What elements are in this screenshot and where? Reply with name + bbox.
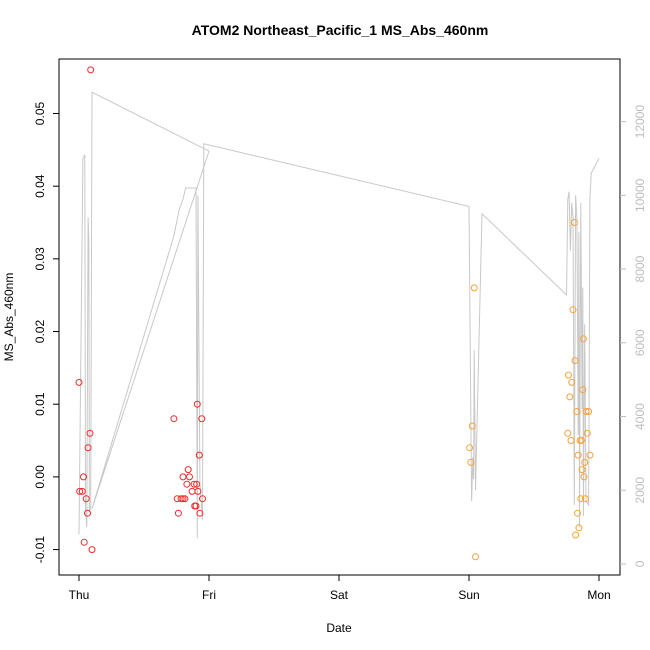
data-point-30	[198, 415, 206, 423]
data-point-54	[579, 386, 587, 394]
data-point-25	[193, 480, 201, 488]
data-point-49	[575, 524, 583, 532]
data-point-2	[78, 487, 86, 495]
secondary-series-line	[78, 91, 600, 539]
y2-tick-label-0: 0	[633, 560, 647, 567]
data-point-62	[586, 451, 594, 459]
data-point-26	[193, 400, 201, 408]
data-point-22	[190, 480, 198, 488]
y2-tick-label-2: 4000	[633, 403, 647, 430]
data-point-18	[183, 480, 191, 488]
data-point-24	[192, 502, 200, 510]
y-tick-label-2: 0.01	[33, 392, 47, 416]
data-point-16	[179, 473, 187, 481]
y2-tick-label-6: 12000	[633, 105, 647, 139]
chart-title: ATOM2 Northeast_Pacific_1 MS_Abs_460nm	[192, 22, 489, 38]
x-tick-label-sun: Sun	[458, 588, 479, 602]
data-point-42	[569, 306, 577, 314]
y2-tick-label-4: 8000	[633, 255, 647, 282]
data-point-21	[188, 487, 196, 495]
x-tick-label-sat: Sat	[330, 588, 349, 602]
y-axis-right: 0 2000 4000 6000 8000 10000 12000	[620, 105, 647, 567]
data-point-53	[578, 466, 586, 474]
data-point-45	[572, 531, 580, 539]
data-point-6	[84, 509, 91, 517]
y2-tick-label-3: 6000	[633, 329, 647, 356]
data-point-8	[86, 429, 94, 437]
data-point-17	[181, 495, 189, 503]
points-layer	[75, 66, 594, 561]
data-point-41	[568, 378, 576, 386]
y2-tick-label-5: 10000	[633, 178, 647, 212]
x-tick-label-mon: Mon	[587, 588, 610, 602]
data-point-37	[564, 429, 572, 437]
data-point-35	[470, 284, 478, 292]
data-point-9	[87, 66, 95, 74]
y-tick-label-6: 0.05	[33, 102, 47, 126]
data-point-46	[573, 408, 581, 415]
plot-box	[58, 58, 621, 576]
data-point-44	[571, 357, 579, 365]
data-point-20	[186, 473, 193, 481]
y-tick-label-1: 0.00	[33, 465, 47, 489]
y-axis-left: -0.01 0.00 0.01 0.02 0.03 0.04 0.05	[33, 102, 59, 564]
data-point-4	[80, 538, 88, 546]
data-point-40	[567, 437, 575, 444]
y-tick-label-4: 0.03	[33, 247, 47, 271]
y2-tick-label-1: 2000	[633, 477, 647, 504]
data-point-31	[199, 495, 206, 503]
data-point-38	[565, 371, 572, 379]
y-tick-label-3: 0.02	[33, 320, 47, 344]
data-point-7	[84, 444, 92, 452]
y-axis-label: MS_Abs_460nm	[2, 273, 16, 362]
data-point-0	[75, 378, 83, 386]
data-point-11	[170, 415, 178, 423]
x-tick-label-fri: Fri	[202, 588, 216, 602]
data-point-56	[580, 473, 588, 481]
data-point-48	[574, 451, 582, 459]
y-tick-label-5: 0.04	[33, 174, 47, 198]
data-point-34	[468, 422, 476, 430]
data-point-14	[177, 495, 185, 503]
data-point-32	[466, 444, 474, 452]
x-tick-label-thu: Thu	[69, 588, 90, 602]
y-tick-label-0: -0.01	[33, 536, 47, 564]
data-point-51	[577, 495, 585, 503]
data-point-29	[196, 509, 204, 517]
data-point-61	[585, 408, 593, 415]
data-point-60	[583, 429, 591, 437]
data-point-33	[467, 458, 475, 466]
x-axis: Thu Fri Sat Sun Mon	[69, 575, 611, 602]
data-point-3	[80, 473, 87, 481]
data-point-10	[88, 546, 96, 554]
data-point-55	[579, 335, 587, 343]
data-point-59	[582, 408, 590, 415]
data-point-43	[570, 219, 578, 226]
data-point-57	[581, 458, 589, 466]
data-point-13	[174, 509, 182, 517]
data-point-47	[574, 509, 581, 517]
data-point-15	[179, 495, 187, 503]
x-axis-label: Date	[326, 621, 352, 635]
data-point-58	[581, 495, 589, 503]
data-point-5	[82, 495, 90, 503]
data-point-52	[578, 437, 585, 444]
data-point-19	[184, 466, 192, 474]
data-point-36	[472, 553, 479, 561]
data-point-39	[566, 393, 574, 401]
secondary-series-layer	[78, 91, 600, 539]
data-point-1	[76, 487, 84, 495]
data-point-27	[194, 487, 202, 495]
data-point-28	[195, 451, 203, 459]
